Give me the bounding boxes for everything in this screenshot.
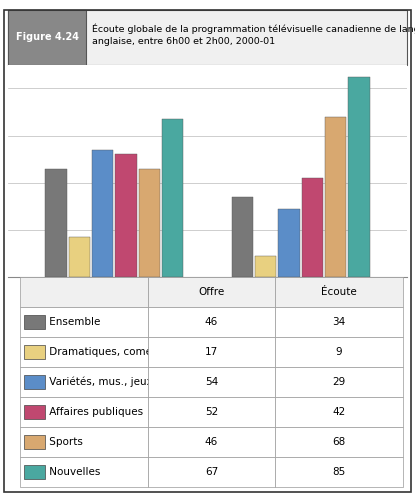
Bar [92, 150, 113, 277]
Bar [24, 435, 44, 449]
Bar [24, 316, 44, 329]
Bar [325, 117, 347, 277]
Bar [115, 155, 137, 277]
Bar [278, 209, 300, 277]
Bar [139, 168, 160, 277]
Bar [232, 197, 253, 277]
Text: Écoute globale de la programmation télévisuelle canadienne de langue
anglaise, e: Écoute globale de la programmation télév… [92, 23, 415, 46]
Bar [24, 406, 44, 419]
Bar [24, 375, 44, 389]
Bar [24, 345, 44, 359]
Bar [24, 465, 44, 479]
Bar [68, 237, 90, 277]
Bar [302, 178, 323, 277]
Bar [255, 256, 276, 277]
Bar [8, 10, 86, 65]
Bar [162, 119, 183, 277]
Bar [45, 168, 67, 277]
Bar [348, 77, 370, 277]
Text: Figure 4.24: Figure 4.24 [16, 32, 79, 42]
